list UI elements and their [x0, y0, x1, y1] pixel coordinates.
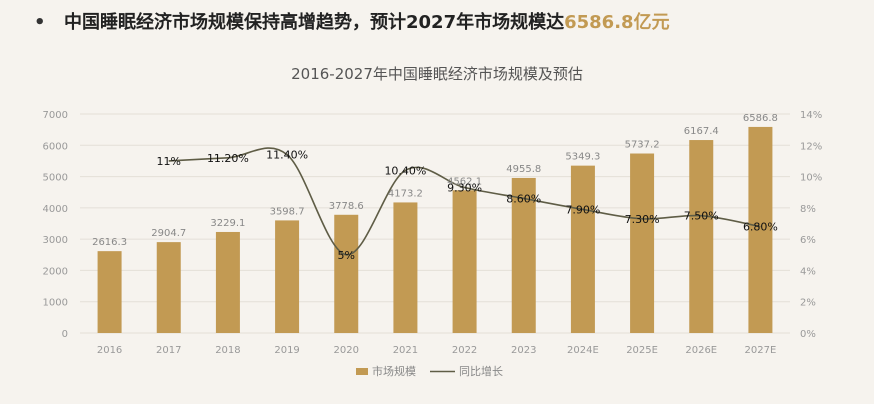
bar: [570, 165, 595, 333]
x-tick-label: 2022: [452, 345, 477, 356]
legend-line-label: 同比增长: [459, 364, 503, 378]
y-left-tick-label: 0: [62, 329, 68, 340]
x-tick-label: 2016: [97, 345, 122, 356]
chart-title: 2016-2027年中国睡眠经济市场规模及预估: [291, 65, 583, 83]
bar-value-label: 2904.7: [151, 228, 186, 239]
bar-value-label: 4173.2: [388, 188, 423, 199]
y-right-tick-label: 2%: [800, 298, 816, 309]
bar-value-label: 3778.6: [329, 201, 364, 212]
y-right-tick-label: 14%: [800, 110, 822, 121]
x-tick-label: 2024E: [567, 345, 599, 356]
y-right-tick-label: 12%: [800, 141, 822, 152]
growth-value-label: 10.40%: [384, 164, 426, 177]
bar-value-label: 3598.7: [270, 206, 305, 217]
growth-value-label: 7.50%: [684, 210, 719, 223]
growth-value-label: 7.90%: [565, 203, 600, 216]
y-left-tick-label: 7000: [43, 110, 68, 121]
y-left-tick-label: 2000: [43, 266, 68, 277]
bar-value-label: 6586.8: [743, 113, 778, 124]
bar: [275, 220, 300, 333]
growth-value-label: 9.30%: [447, 182, 482, 195]
y-right-tick-label: 0%: [800, 329, 816, 340]
x-tick-label: 2023: [511, 345, 536, 356]
y-right-tick-label: 6%: [800, 235, 816, 246]
bar: [393, 202, 418, 333]
bar: [215, 231, 240, 333]
bar-value-label: 6167.4: [684, 126, 719, 137]
bar-value-label: 5737.2: [625, 140, 660, 151]
y-right-tick-label: 8%: [800, 204, 816, 215]
y-left-tick-label: 4000: [43, 204, 68, 215]
grid: [80, 113, 790, 334]
bars: [97, 126, 773, 334]
x-tick-label: 2018: [215, 345, 240, 356]
bar-value-label: 5349.3: [565, 152, 600, 163]
bullet: •: [34, 12, 46, 33]
growth-value-label: 8.60%: [506, 192, 541, 205]
legend: 市场规模 同比增长: [356, 364, 503, 378]
axes: 0 1000 2000 3000 4000 5000 6000 7000 0% 2% 4% 6% 8% 1…: [43, 110, 823, 356]
bar: [630, 153, 655, 333]
growth-line: [168, 147, 761, 256]
x-tick-label: 2019: [274, 345, 299, 356]
growth-value-label: 11.40%: [266, 149, 308, 162]
bar: [156, 242, 181, 333]
labels: 2616.3 2904.7 3229.1 3598.7 3778.6 4173.2 4562…: [92, 113, 778, 262]
bar-value-label: 3229.1: [210, 218, 245, 229]
growth-value-label: 11.20%: [207, 152, 249, 165]
x-tick-label: 2026E: [685, 345, 717, 356]
x-tick-label: 2017: [156, 345, 181, 356]
y-left-tick-label: 1000: [43, 298, 68, 309]
x-tick-label: 2021: [393, 345, 418, 356]
bar: [97, 251, 122, 333]
headline: • 中国睡眠经济市场规模保持高增趋势，预计2027年市场规模达6586.8亿元: [34, 8, 864, 34]
growth-value-label: 7.30%: [625, 213, 660, 226]
bar-value-label: 2616.3: [92, 237, 127, 248]
x-tick-label: 2020: [334, 345, 359, 356]
y-left-tick-label: 6000: [43, 141, 68, 152]
growth-line-group: [168, 147, 761, 256]
x-tick-label: 2025E: [626, 345, 658, 356]
headline-text: 中国睡眠经济市场规模保持高增趋势，预计2027年市场规模达: [64, 12, 565, 33]
y-left-tick-label: 3000: [43, 235, 68, 246]
y-right-tick-label: 4%: [800, 266, 816, 277]
bar: [334, 214, 359, 333]
headline-highlight: 6586.8亿元: [564, 12, 670, 33]
bar: [511, 177, 536, 333]
growth-value-label: 11%: [157, 155, 181, 168]
bar-value-label: 4562.1: [447, 176, 482, 187]
legend-bar-label: 市场规模: [372, 364, 416, 378]
y-right-tick-label: 10%: [800, 173, 822, 184]
bar: [452, 190, 477, 333]
bar: [748, 126, 773, 334]
bar: [689, 140, 714, 333]
legend-bar-swatch: [356, 368, 368, 375]
y-left-tick-label: 5000: [43, 173, 68, 184]
x-tick-label: 2027E: [745, 345, 777, 356]
bar-value-label: 4955.8: [506, 164, 541, 175]
growth-value-label: 6.80%: [743, 221, 778, 234]
growth-value-label: 5%: [338, 249, 355, 262]
